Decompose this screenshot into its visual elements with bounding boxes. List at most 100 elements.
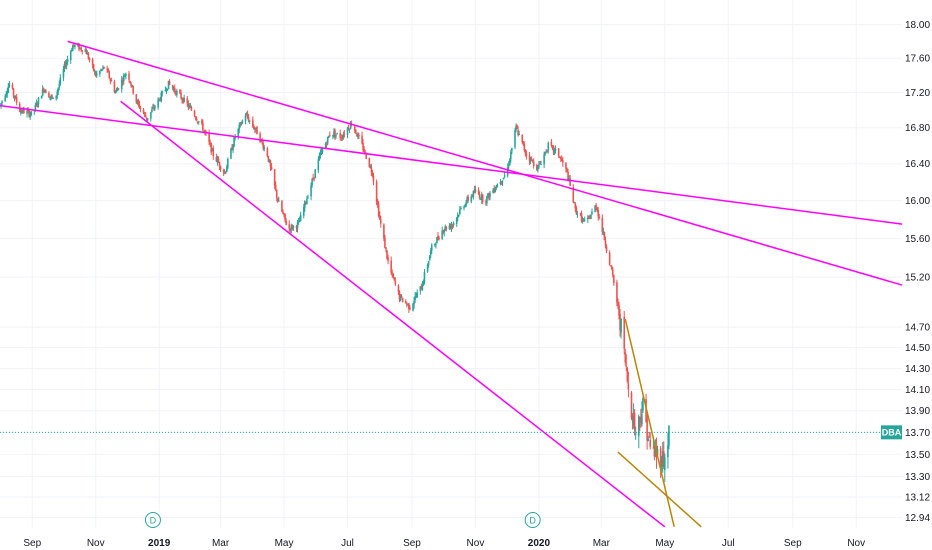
trendline[interactable]: [67, 40, 903, 286]
candle-body: [647, 438, 649, 442]
candle-body: [110, 79, 113, 82]
candle-body: [611, 269, 614, 276]
time-tick-label: Sep: [403, 538, 421, 549]
candle-body: [270, 166, 273, 170]
candle-body: [572, 187, 575, 202]
candle-body: [290, 225, 293, 230]
candle-body: [641, 413, 643, 425]
price-axis[interactable]: 18.00 17.60 17.20 16.80 16.40 16.00 15.60 15.20…: [905, 20, 930, 524]
candle-body: [245, 114, 248, 116]
price-tick-label: 14.30: [905, 364, 930, 375]
candle-body: [538, 164, 540, 167]
candle-body: [500, 181, 503, 183]
candle-body: [349, 123, 352, 129]
candle-body: [212, 148, 215, 157]
candle-body: [450, 225, 453, 228]
candle-body: [256, 126, 258, 135]
candle-body: [543, 154, 545, 165]
candle-body: [408, 303, 410, 309]
candle-body: [125, 73, 127, 76]
candle-body: [195, 118, 198, 121]
candle-body: [36, 104, 39, 106]
candle-body: [546, 150, 549, 152]
candle-body: [254, 128, 256, 130]
candle-body: [579, 213, 582, 215]
candle-body: [233, 137, 235, 147]
candle-body: [653, 445, 656, 457]
candle-body: [516, 125, 518, 129]
candle-body: [619, 313, 621, 331]
candle-body: [336, 133, 338, 135]
candle-body: [226, 167, 228, 172]
candle-body: [175, 91, 177, 95]
candle-body: [321, 149, 324, 152]
candle-body: [247, 117, 250, 122]
dividend-circle: [524, 512, 541, 528]
trendline[interactable]: [624, 318, 675, 528]
candle-body: [187, 103, 190, 108]
candle-body: [384, 237, 386, 249]
candle-body: [107, 69, 109, 73]
trendline[interactable]: [0, 104, 903, 225]
time-tick-label: Nov: [847, 538, 865, 549]
dividend-marker[interactable]: D: [524, 512, 541, 528]
candle-body: [79, 47, 81, 49]
candle-body: [565, 162, 567, 169]
candle-body: [478, 194, 481, 199]
candle-body: [452, 222, 455, 226]
time-tick-label: Nov: [87, 538, 105, 549]
candle-body: [383, 224, 385, 239]
candle-body: [435, 244, 437, 246]
candle-body: [246, 113, 249, 118]
dividend-marker[interactable]: D: [144, 512, 161, 528]
trendline[interactable]: [120, 100, 666, 528]
candle-body: [298, 220, 301, 223]
candle-body: [231, 147, 233, 151]
candle-body: [223, 172, 226, 174]
candle-body: [248, 120, 251, 122]
candle-body: [86, 53, 89, 55]
candle-body: [603, 232, 606, 241]
candle-body: [208, 133, 210, 143]
candle-body: [502, 177, 505, 180]
candle-body: [465, 202, 467, 206]
candle-body: [361, 135, 363, 144]
trendlines[interactable]: [0, 40, 903, 528]
candle-body: [77, 44, 79, 46]
candle-body: [365, 153, 368, 159]
candle-body: [591, 211, 593, 215]
candle-body: [62, 68, 65, 78]
time-tick-label: Nov: [467, 538, 485, 549]
candle-body: [40, 95, 43, 99]
candle-body: [193, 110, 196, 117]
candle-body: [113, 81, 116, 93]
candle-body: [623, 316, 626, 349]
time-axis[interactable]: Sep Nov 2019 Mar May Jul Sep Nov 2020 Mar May Jul Se…: [23, 538, 865, 549]
candle-body: [304, 201, 306, 208]
trendline[interactable]: [617, 451, 702, 528]
candle-body: [167, 80, 170, 90]
candle-body: [284, 213, 286, 220]
candle-body: [368, 158, 371, 168]
candle-body: [69, 51, 72, 61]
candle-body: [532, 161, 535, 167]
candle-body: [470, 196, 473, 202]
candle-body: [557, 148, 560, 157]
candle-body: [340, 137, 343, 139]
candle-body: [95, 73, 98, 76]
candle-body: [128, 73, 130, 80]
candle-body: [57, 87, 60, 92]
candle-body: [186, 98, 189, 104]
candle-body: [302, 207, 305, 216]
candle-body: [582, 219, 585, 221]
candle-body: [489, 192, 491, 197]
candle-body: [537, 166, 539, 171]
candle-body: [511, 148, 513, 152]
candle-body: [35, 103, 38, 106]
price-tick-label: 14.50: [905, 343, 930, 354]
candle-body: [259, 133, 261, 142]
candle-body: [372, 175, 375, 182]
candle-body: [299, 214, 302, 221]
